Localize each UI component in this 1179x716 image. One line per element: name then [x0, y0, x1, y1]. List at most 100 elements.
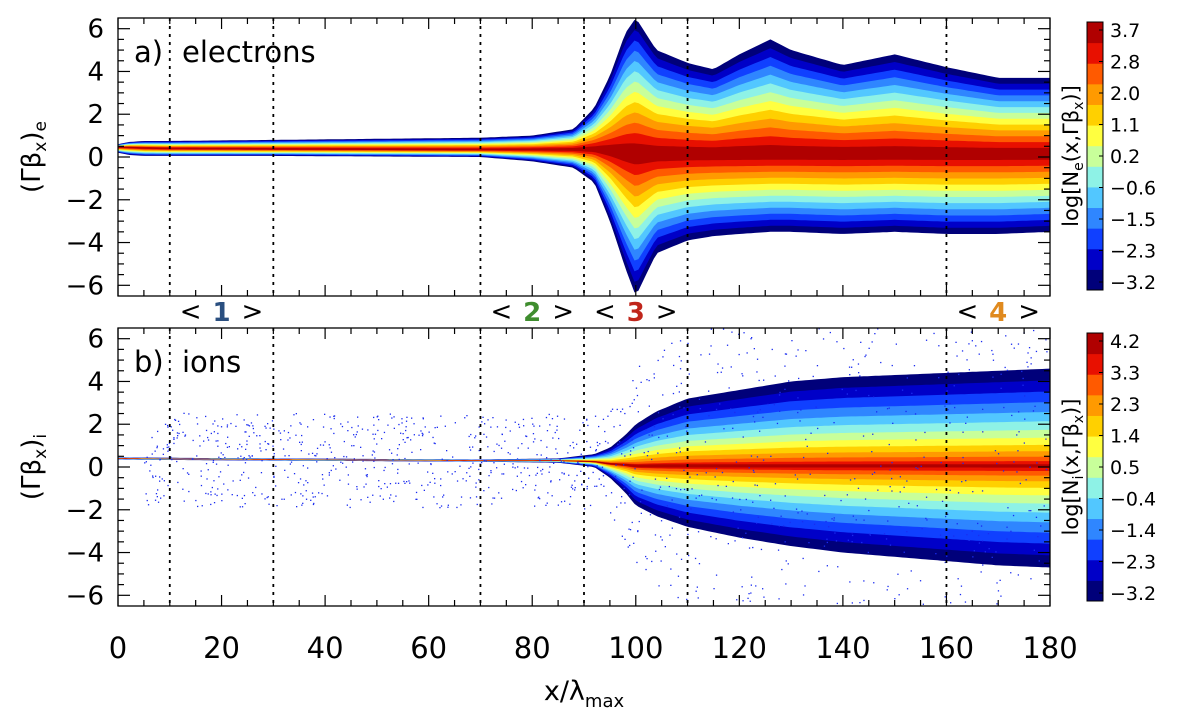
heatmap-speck — [648, 379, 650, 382]
heatmap-speck — [660, 536, 662, 538]
heatmap-speck — [346, 504, 348, 506]
heatmap-speck — [546, 457, 548, 459]
heatmap-speck — [302, 495, 304, 497]
colorbar-swatch — [1087, 269, 1103, 291]
heatmap-speck — [382, 498, 384, 500]
heatmap-speck — [599, 443, 601, 445]
colorbar-swatch — [1087, 539, 1103, 561]
heatmap-speck — [753, 471, 755, 473]
heatmap-speck — [784, 541, 786, 543]
heatmap-speck — [791, 340, 793, 342]
heatmap-speck — [834, 607, 835, 608]
heatmap-speck — [996, 603, 998, 605]
heatmap-speck — [182, 431, 184, 433]
heatmap-speck — [668, 485, 670, 488]
heatmap-speck — [876, 411, 878, 413]
heatmap-speck — [859, 602, 861, 604]
heatmap-speck — [594, 415, 597, 417]
heatmap-speck — [645, 555, 647, 558]
heatmap-speck — [403, 480, 405, 483]
heatmap-speck — [822, 338, 825, 340]
heatmap-speck — [534, 438, 536, 440]
heatmap-speck — [239, 443, 241, 446]
heatmap-speck — [252, 427, 254, 430]
heatmap-speck — [935, 488, 938, 491]
heatmap-speck — [434, 478, 436, 480]
colorbar-label-ions: log[Ni(x,Γβx)] — [1059, 399, 1087, 536]
heatmap-speck — [1024, 395, 1026, 397]
heatmap-speck — [522, 418, 525, 421]
heatmap-speck — [247, 477, 250, 479]
heatmap-speck — [383, 469, 385, 472]
heatmap-speck — [847, 539, 849, 541]
heatmap-speck — [472, 446, 474, 448]
heatmap-speck — [701, 494, 703, 496]
heatmap-speck — [688, 373, 690, 375]
heatmap-speck — [1046, 351, 1048, 353]
colorbar-tick-label: −2.3 — [1110, 552, 1156, 574]
heatmap-speck — [433, 496, 435, 498]
heatmap-speck — [173, 437, 175, 439]
heatmap-speck — [391, 463, 394, 465]
heatmap-speck — [362, 460, 364, 462]
heatmap-speck — [536, 472, 538, 474]
heatmap-speck — [748, 625, 749, 626]
heatmap-speck — [276, 505, 278, 507]
heatmap-speck — [1019, 294, 1020, 295]
heatmap-speck — [212, 423, 214, 425]
heatmap-speck — [216, 494, 218, 497]
heatmap-speck — [367, 496, 369, 498]
colorbar-tick-label: 3.3 — [1110, 363, 1140, 385]
heatmap-speck — [1011, 301, 1012, 302]
heatmap-speck — [259, 443, 261, 445]
colorbar-ticks-ions: 4.2 3.3 2.3 1.4 0.5 −0.4 −1.4 −2.3 −3.2 — [1099, 331, 1156, 605]
panel-tag-ions: b) — [134, 345, 164, 379]
heatmap-speck — [628, 528, 630, 530]
heatmap-speck — [826, 565, 828, 567]
heatmap-speck — [851, 532, 853, 534]
heatmap-speck — [738, 353, 740, 356]
colorbar-swatch — [1087, 436, 1103, 458]
heatmap-speck — [260, 450, 262, 452]
heatmap-speck — [889, 611, 890, 612]
heatmap-speck — [846, 393, 848, 395]
heatmap-speck — [944, 596, 946, 598]
heatmap-speck — [898, 506, 900, 508]
heatmap-speck — [914, 413, 917, 415]
heatmap-speck — [265, 449, 267, 451]
heatmap-speck — [1016, 434, 1018, 436]
heatmap-speck — [501, 433, 503, 435]
heatmap-speck — [620, 502, 622, 504]
heatmap-speck — [700, 354, 702, 356]
heatmap-speck — [759, 611, 760, 612]
heatmap-speck — [745, 532, 747, 534]
heatmap-speck — [891, 364, 893, 367]
heatmap-speck — [623, 487, 625, 490]
heatmap-speck — [855, 389, 857, 392]
heatmap-speck — [602, 475, 605, 477]
colorbar-swatch — [1087, 353, 1103, 375]
heatmap-ions — [118, 294, 1050, 626]
colorbar-swatch — [1087, 125, 1103, 147]
heatmap-speck — [783, 525, 785, 527]
heatmap-speck — [613, 426, 615, 428]
heatmap-speck — [640, 381, 642, 383]
heatmap-speck — [163, 495, 165, 497]
heatmap-speck — [392, 459, 394, 461]
heatmap-speck — [945, 515, 947, 518]
heatmap-speck — [1030, 510, 1032, 512]
heatmap-speck — [913, 365, 916, 367]
colorbar-ticks-electrons: 3.7 2.8 2.0 1.1 0.2 −0.6 −1.5 −2.3 −3.2 — [1099, 20, 1156, 294]
heatmap-speck — [1018, 431, 1020, 433]
heatmap-speck — [835, 540, 838, 542]
heatmap-speck — [378, 419, 380, 421]
heatmap-speck — [470, 466, 472, 468]
heatmap-speck — [696, 586, 698, 588]
y-tick-label: 0 — [87, 453, 104, 483]
heatmap-speck — [540, 439, 542, 442]
heatmap-speck — [532, 433, 535, 435]
heatmap-band-electrons — [118, 143, 1050, 165]
heatmap-speck — [156, 445, 158, 447]
heatmap-band-ions — [118, 458, 1050, 471]
heatmap-speck — [446, 450, 448, 452]
